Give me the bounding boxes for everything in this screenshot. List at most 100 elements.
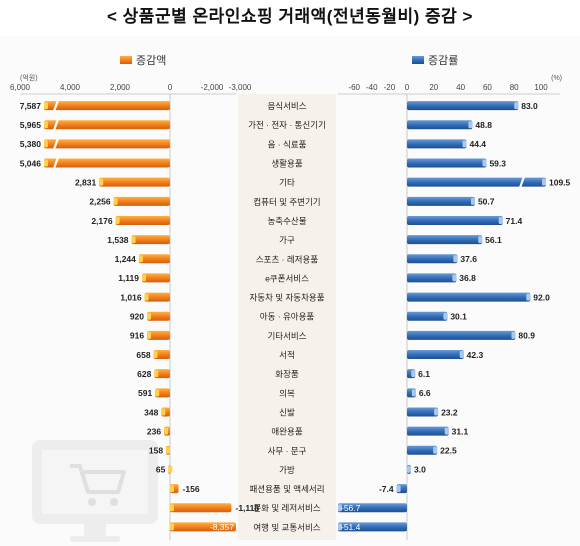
amount-axis-break-mark: [52, 137, 60, 150]
amount-value-label: 5,046: [20, 158, 42, 168]
amount-bar-cap: [170, 523, 174, 531]
rate-bar-cap: [470, 197, 475, 205]
amount-bar-cap: [168, 465, 173, 473]
amount-bar-cap: [166, 446, 171, 454]
rate-bar: [407, 292, 531, 302]
rate-value-label: 36.8: [459, 273, 476, 283]
amount-value-label: 1,016: [120, 292, 142, 302]
amount-value-label: 158: [149, 446, 163, 456]
amount-axis-tick: 6,000: [10, 83, 31, 92]
amount-bar-cap: [44, 102, 48, 110]
rate-value-label: 3.0: [414, 465, 426, 475]
rate-bar-cap: [434, 408, 439, 416]
rate-value-label: -56.7: [341, 503, 361, 513]
rate-value-label: 30.1: [450, 312, 467, 322]
rate-bar-cap: [498, 216, 503, 224]
amount-bar-cap: [142, 274, 147, 282]
rate-bar: [407, 120, 473, 130]
category-label: 서적: [279, 350, 295, 360]
rate-bar: [407, 311, 448, 321]
amount-bar-cap: [147, 312, 151, 320]
amount-axis-tick: -3,000: [229, 83, 252, 92]
amount-axis-tick: 2,000: [110, 83, 131, 92]
rate-value-label: 6.1: [418, 369, 430, 379]
amount-bar-cap: [131, 236, 136, 244]
rate-bar: [407, 158, 487, 168]
rate-bars: 83.0 48.8 44.459.3 109.5 50.7 71.4 56.1 37.6 36.…: [338, 101, 571, 532]
amount-bar: [44, 101, 170, 111]
rate-axis-tick: 40: [456, 83, 465, 92]
rate-axis-tick: -20: [384, 83, 396, 92]
amount-axis-break-mark: [52, 157, 60, 169]
rate-bar-cap: [511, 331, 516, 339]
amount-bar: [44, 120, 170, 130]
amount-bar-cap: [115, 216, 120, 224]
amount-bar-cap: [155, 389, 160, 397]
category-label: 문화 및 레저서비스: [253, 503, 320, 513]
amount-axis-tick: 0: [168, 83, 173, 92]
rate-axis-tick: 80: [510, 83, 519, 92]
rate-bar-cap: [478, 236, 483, 244]
amount-value-label: 5,380: [20, 139, 42, 149]
rate-value-label: 48.8: [475, 120, 492, 130]
rate-bar-cap: [514, 102, 519, 110]
rate-bar: [407, 445, 438, 455]
amount-bar-cap: [44, 140, 48, 148]
rate-value-label: 50.7: [478, 197, 495, 207]
rate-bar: [407, 330, 516, 340]
category-panel: [238, 94, 336, 540]
amount-value-label: 2,176: [91, 216, 113, 226]
category-label: 자동차 및 자동차용품: [249, 293, 324, 303]
category-label: 음 · 식료품: [268, 139, 307, 149]
rate-bar-cap: [462, 140, 467, 148]
rate-bar-cap: [482, 159, 487, 167]
category-label: 패션용품 및 액세서리: [249, 484, 324, 494]
rate-bar: [407, 177, 546, 187]
category-label: 의복: [279, 388, 295, 398]
amount-value-label: 236: [147, 426, 161, 436]
rate-value-label: 83.0: [521, 101, 538, 111]
rate-bar-cap: [338, 523, 342, 531]
amount-value-label: 916: [130, 331, 144, 341]
amount-bar-cap: [153, 351, 158, 359]
amount-bar: [147, 330, 170, 340]
amount-value-label: -1,118: [235, 503, 259, 513]
rate-bar: [407, 101, 519, 111]
amount-bar: [99, 177, 170, 187]
legend-rate-swatch: [412, 56, 424, 64]
amount-bar-cap: [138, 255, 143, 263]
amount-bar: [44, 139, 170, 149]
category-label: 가전 · 전자 · 통신기기: [248, 120, 326, 130]
rate-value-label: 80.9: [518, 331, 535, 341]
rate-value-label: 109.5: [549, 177, 571, 187]
rate-value-label: 23.2: [441, 407, 458, 417]
rate-bar: [407, 215, 503, 225]
rate-axis-tick: 0: [405, 83, 410, 92]
amount-bar-cap: [164, 427, 169, 435]
legend-rate: 증감률: [412, 54, 458, 67]
amount-value-label: 1,244: [115, 254, 137, 264]
rate-bar-cap: [444, 427, 449, 435]
rate-bar: [407, 426, 449, 436]
rate-bar-cap: [459, 351, 464, 359]
amount-value-label: 1,538: [107, 235, 129, 245]
category-label: 여행 및 교통서비스: [253, 522, 320, 532]
legend-rate-label: 증감률: [428, 54, 458, 67]
amount-bar: [144, 292, 170, 302]
category-label: 애완용품: [271, 427, 302, 437]
category-label: 스포츠 · 레저용품: [256, 254, 318, 264]
rate-value-label: 31.1: [452, 426, 469, 436]
amount-bar: [147, 311, 170, 321]
amount-bar: [170, 503, 232, 513]
rate-axis-break-mark: [518, 176, 526, 189]
amount-bar: [131, 235, 170, 245]
rate-axis-tick: 60: [483, 83, 492, 92]
category-label: 농축수산물: [267, 216, 306, 226]
rate-value-label: 37.6: [460, 254, 477, 264]
amount-value-label: 2,256: [89, 197, 111, 207]
category-label: e쿠폰서비스: [265, 273, 309, 283]
rate-bar-cap: [411, 370, 416, 378]
amount-bar: [170, 522, 236, 532]
amount-bar-cap: [44, 121, 48, 129]
